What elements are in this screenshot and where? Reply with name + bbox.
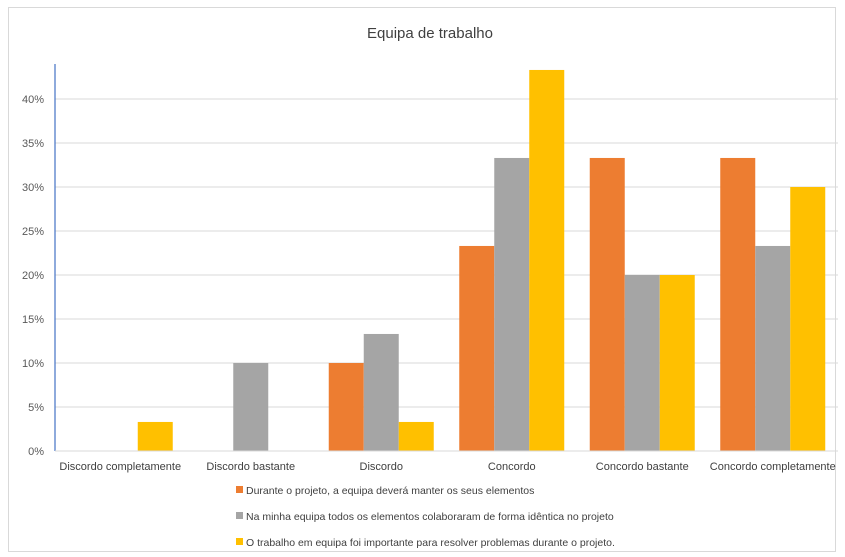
- bar: [659, 275, 695, 451]
- y-tick-label: 10%: [22, 358, 44, 370]
- x-category-label: Discordo bastante: [206, 461, 295, 473]
- legend-label: Na minha equipa todos os elementos colab…: [246, 511, 614, 523]
- legend-swatch: [236, 512, 243, 519]
- bar: [720, 157, 756, 451]
- y-tick-label: 0%: [28, 446, 44, 458]
- legend-swatch: [236, 486, 243, 493]
- bar: [790, 187, 826, 451]
- y-tick-label: 5%: [28, 402, 44, 414]
- y-tick-label: 35%: [22, 138, 44, 150]
- bar: [398, 421, 434, 451]
- bar: [233, 363, 269, 451]
- bar: [328, 363, 364, 451]
- x-category-label: Discordo completamente: [59, 461, 181, 473]
- y-tick-label: 25%: [22, 226, 44, 238]
- y-tick-label: 15%: [22, 314, 44, 326]
- chart-frame: [8, 7, 836, 552]
- x-category-label: Concordo completamente: [710, 461, 836, 473]
- bar: [624, 275, 660, 451]
- x-category-label: Discordo: [360, 461, 403, 473]
- y-tick-label: 20%: [22, 270, 44, 282]
- bar: [459, 245, 495, 451]
- legend-swatch: [236, 538, 243, 545]
- y-tick-label: 40%: [22, 94, 44, 106]
- x-category-label: Concordo: [488, 461, 536, 473]
- bar: [589, 157, 625, 451]
- x-category-label: Concordo bastante: [596, 461, 689, 473]
- bar: [363, 333, 399, 451]
- bar: [529, 69, 565, 452]
- legend-label: O trabalho em equipa foi importante para…: [246, 537, 615, 549]
- bar: [755, 245, 791, 451]
- bar: [137, 421, 173, 451]
- bar: [494, 157, 530, 451]
- chart-title: Equipa de trabalho: [367, 25, 493, 42]
- legend-label: Durante o projeto, a equipa deverá mante…: [246, 485, 534, 497]
- y-tick-label: 30%: [22, 182, 44, 194]
